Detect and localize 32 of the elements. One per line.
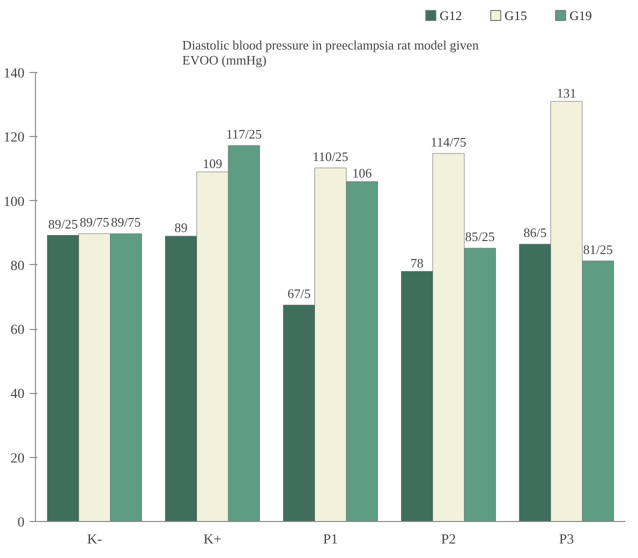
data-label: 67/5 [287, 286, 311, 302]
data-label: 86/5 [523, 225, 547, 240]
legend-label: G12 [440, 8, 462, 23]
x-tick-label: P2 [441, 532, 456, 548]
data-label: 114/75 [430, 134, 466, 150]
y-tick-label: 80 [10, 258, 24, 274]
data-label: 109 [202, 156, 222, 171]
data-label: 131 [556, 85, 576, 100]
data-label: 117/25 [226, 126, 262, 142]
data-label: 89/25 [48, 216, 78, 232]
data-label: 81/25 [583, 242, 613, 257]
y-tick-label: 40 [10, 387, 24, 402]
data-label: 78 [410, 255, 424, 270]
data-label: 89/75 [111, 214, 141, 230]
x-tick-label: K+ [203, 532, 222, 548]
data-label: 89 [174, 220, 188, 236]
y-tick-label: 100 [4, 194, 24, 210]
x-tick-label: P3 [559, 532, 574, 548]
legend-label: G19 [569, 8, 592, 23]
x-tick-label: P1 [323, 532, 338, 548]
legend-label: G15 [504, 8, 527, 23]
data-label: 89/75 [80, 214, 110, 230]
data-label: 110/25 [312, 148, 348, 164]
y-tick-label: 20 [10, 451, 24, 466]
y-tick-label: 0 [18, 516, 24, 530]
x-tick-label: K- [87, 532, 102, 548]
data-label: 85/25 [465, 229, 495, 244]
y-tick-label: 120 [4, 130, 24, 146]
data-label: 106 [352, 166, 372, 181]
chart-title: Diastolic blood pressure in preeclampsia rat model given EVOO (mmHg) [182, 38, 480, 68]
y-tick-label: 60 [10, 323, 24, 338]
y-tick-label: 140 [4, 66, 24, 82]
